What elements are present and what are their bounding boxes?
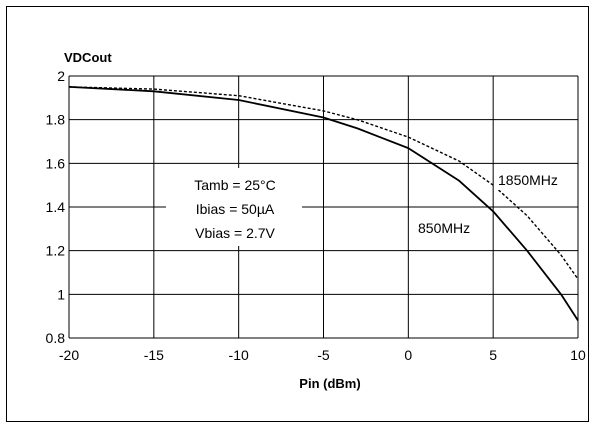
x-tick-label: -5 <box>317 347 330 363</box>
series-label-bg-1850 <box>494 170 574 190</box>
y-tick-label: 1.6 <box>46 155 66 171</box>
annotation-ibias: Ibias = 50µA <box>196 201 275 217</box>
y-tick-label: 1.2 <box>46 243 66 259</box>
annotation-vbias: Vbias = 2.7V <box>195 225 275 241</box>
series-label-850mhz: 850MHz <box>418 220 470 236</box>
y-tick-label: 2 <box>57 68 65 84</box>
series-line-1850mhz <box>68 86 579 280</box>
y-tick-label: 0.8 <box>46 330 66 346</box>
annotation-box <box>166 168 302 246</box>
y-tick-label: 1.8 <box>46 112 66 128</box>
series-label-1850mhz: 1850MHz <box>498 172 558 188</box>
grid <box>68 75 579 339</box>
x-tick-label: -20 <box>59 347 79 363</box>
series-line-850mhz <box>68 86 579 321</box>
x-tick-label: -10 <box>229 347 249 363</box>
y-tick-labels: 0.8 1 1.2 1.4 1.6 1.8 2 <box>46 68 66 346</box>
series-label-bg-850 <box>414 218 488 238</box>
x-tick-label: 10 <box>570 347 586 363</box>
series-lines <box>68 86 579 321</box>
y-axis-label: VDCout <box>64 50 112 65</box>
x-tick-label: -15 <box>144 347 164 363</box>
x-tick-labels: -20 -15 -10 -5 0 5 10 <box>59 347 586 363</box>
y-tick-label: 1.4 <box>46 199 66 215</box>
annotation-temperature: Tamb = 25°C <box>194 177 275 193</box>
x-axis-label: Pin (dBm) <box>299 376 360 391</box>
y-tick-label: 1 <box>57 286 65 302</box>
x-tick-label: 5 <box>489 347 497 363</box>
x-tick-label: 0 <box>404 347 412 363</box>
